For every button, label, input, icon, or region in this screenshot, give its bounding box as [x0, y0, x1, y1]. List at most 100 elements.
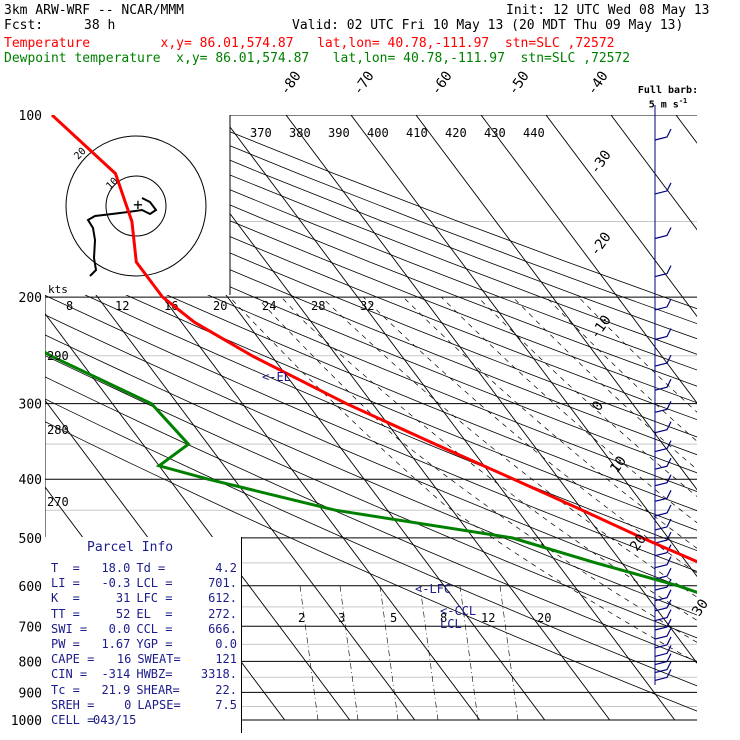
parcel-label: T =	[51, 561, 80, 575]
valid-time: Valid: 02 UTC Fri 10 May 13 (20 MDT Thu …	[292, 18, 684, 33]
isotherm-tick-label: -10	[587, 312, 615, 342]
parcel-label: SWEAT=	[137, 652, 181, 667]
parcel-label: CAPE =	[51, 652, 95, 667]
theta-e-label: 420	[445, 126, 467, 140]
wind-barb	[654, 544, 672, 557]
parcel-value: 52	[115, 606, 131, 621]
isotherm-tick-label: -40	[584, 68, 612, 98]
isotherm-tick-label: -80	[277, 68, 305, 98]
temperature-profile-line	[50, 115, 697, 564]
wind-barb	[654, 421, 672, 434]
parcel-info-row: K = 31 LFC = 612.	[51, 591, 237, 606]
moist-adiabat-line	[363, 296, 697, 574]
parcel-label: SREH =	[51, 697, 95, 712]
parcel-info-row: SWI = 0.0 CCL = 666.	[51, 622, 237, 637]
mixing-ratio-line	[499, 585, 519, 721]
parcel-value: 701.	[208, 576, 237, 591]
wind-barb	[654, 504, 672, 517]
dry-adiabat-line	[45, 355, 697, 639]
wind-barb	[654, 474, 672, 487]
dry-adiabat-line	[53, 115, 697, 371]
fcst-value: 38 h	[84, 18, 116, 33]
dry-adiabat-line	[45, 204, 697, 474]
theta-e-label: 370	[250, 126, 272, 140]
parcel-info-title: Parcel Info	[87, 540, 174, 555]
parcel-info-row: CAPE = 16 SWEAT= 121	[51, 652, 237, 667]
dry-adiabat-line	[45, 275, 697, 552]
temperature-legend: Temperature x,y= 86.01,574.87 lat,lon= 4…	[4, 36, 615, 51]
parcel-value: 0.0	[108, 621, 131, 636]
isotherm-line	[350, 115, 697, 578]
dewpoint-legend: Dewpoint temperature x,y= 86.01,574.87 l…	[4, 51, 631, 66]
pressure-tick-label: 200	[19, 291, 42, 306]
barb-legend-title: Full barb:	[637, 85, 699, 96]
dry-adiabat-line	[45, 421, 697, 712]
theta-e-label: 380	[289, 126, 311, 140]
moist-adiabat-line	[256, 296, 697, 643]
isotherm-tick-label: -60	[428, 68, 456, 98]
moist-adiabat-line	[402, 296, 697, 549]
wind-barb	[654, 457, 672, 470]
parcel-label: SHEAR=	[136, 682, 180, 697]
pressure-tick-label: 100	[19, 109, 42, 124]
parcel-label: LAPSE=	[137, 697, 181, 712]
parcel-value: 043/15	[93, 712, 137, 727]
hodograph-units: kts	[48, 283, 68, 296]
level-annotation: <-CCL	[440, 604, 476, 618]
wind-barb	[654, 556, 672, 569]
isotherm-line	[675, 115, 697, 144]
moist-adiabat-line	[512, 296, 697, 470]
wind-barb	[654, 354, 672, 367]
wind-barb	[654, 661, 672, 674]
dry-adiabat-line	[45, 188, 697, 456]
parcel-label: LFC =	[136, 591, 173, 606]
parcel-value: 3318.	[200, 667, 237, 682]
isotherm-line	[220, 115, 676, 721]
isotherm-tick-label: -70	[350, 68, 378, 98]
wind-barb	[654, 669, 672, 681]
barb-legend-unit: 5 m s	[648, 99, 679, 111]
moist-adiabat-line	[441, 296, 697, 524]
parcel-value: 612.	[208, 591, 237, 606]
dry-adiabat-line	[45, 294, 697, 572]
wind-barb	[654, 328, 672, 341]
dry-adiabat-line	[45, 376, 697, 662]
isotherm-line	[155, 115, 611, 721]
wind-barb	[654, 627, 672, 640]
parcel-value: 16	[116, 652, 132, 667]
parcel-label: LCL =	[136, 576, 173, 591]
parcel-info-row: PW = 1.67 YGP = 0.0	[51, 637, 237, 652]
wind-barb	[654, 490, 672, 502]
isotherm-line	[45, 312, 351, 721]
wind-barb	[654, 440, 672, 453]
hodograph-scale-label: 32	[360, 299, 374, 313]
pressure-tick-label: 1000	[11, 714, 42, 729]
parcel-label	[133, 713, 192, 728]
mixing-ratio-label: 8	[440, 611, 447, 625]
dry-adiabat-line	[45, 334, 697, 616]
wind-barb	[654, 128, 672, 141]
moist-adiabat-line	[321, 296, 697, 598]
parcel-label: HWBZ=	[136, 667, 173, 682]
mixing-ratio-label: 3	[338, 611, 345, 625]
mixing-ratio-label: 12	[481, 611, 495, 625]
hodograph-scale-label: 12	[115, 299, 129, 313]
parcel-info-row: TT = 52 EL = 272.	[51, 607, 237, 622]
wind-barb	[654, 599, 672, 612]
dewpoint-profile-line	[45, 350, 697, 594]
hodograph-scale-label: 8	[66, 299, 73, 313]
wind-barb	[654, 589, 672, 602]
moist-adiabat-line	[281, 296, 697, 621]
barb-legend: Full barb: 5 m s-1	[636, 86, 700, 110]
dry-adiabat-line	[45, 257, 697, 531]
isotherm-line	[610, 115, 697, 231]
dry-adiabat-line	[45, 156, 697, 421]
moist-adiabat-line	[477, 296, 697, 497]
wind-barb	[654, 265, 672, 278]
moist-adiabat-line	[545, 296, 697, 442]
wind-barb	[654, 378, 672, 391]
mixing-ratio-label: 2	[298, 611, 305, 625]
level-annotation: <-EL	[262, 370, 291, 384]
mixing-ratio-line	[339, 585, 359, 721]
fcst-label: Fcst:	[4, 18, 44, 33]
